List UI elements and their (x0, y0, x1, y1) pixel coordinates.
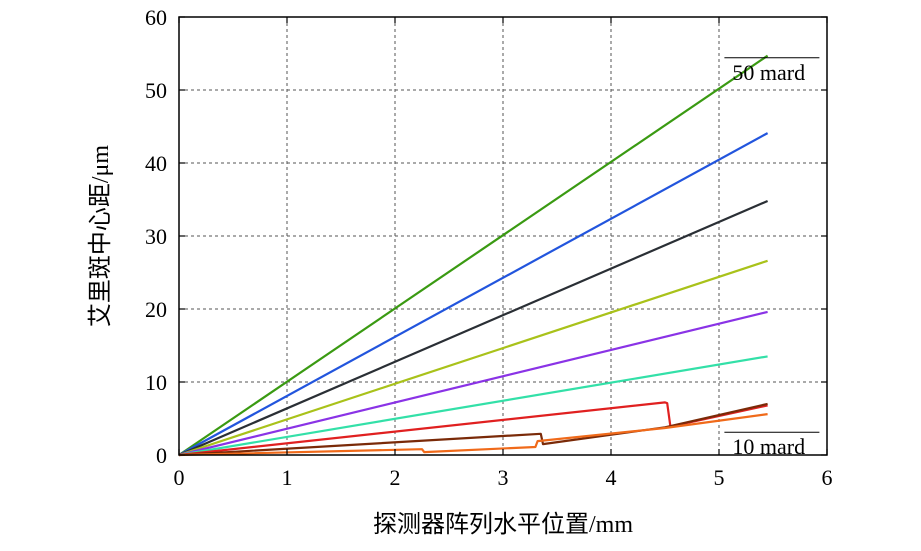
series-line-3 (178, 199, 769, 457)
x-tick-label: 4 (606, 465, 617, 490)
series-line-6 (178, 355, 768, 457)
x-tick-label: 3 (498, 465, 509, 490)
series-line-5 (178, 310, 768, 457)
y-axis-title: 艾里斑中心距/μm (87, 145, 114, 328)
y-tick-label: 50 (145, 78, 167, 103)
y-tick-label: 60 (145, 5, 167, 30)
x-axis-title: 探测器阵列水平位置/mm (373, 511, 633, 538)
series-line-1 (178, 54, 769, 456)
grid (179, 17, 827, 455)
x-tick-label: 2 (390, 465, 401, 490)
y-tick-label: 20 (145, 297, 167, 322)
series-layer (178, 54, 769, 457)
y-tick-label: 40 (145, 151, 167, 176)
series-line-8 (178, 402, 768, 457)
x-tick-label: 6 (822, 465, 833, 490)
series-line-4 (178, 259, 768, 457)
x-tick-label: 0 (174, 465, 185, 490)
x-tick-label: 1 (282, 465, 293, 490)
y-tick-label: 0 (156, 443, 167, 468)
annotation-label-1: 50 mard (732, 60, 805, 85)
series-line-9 (178, 413, 768, 457)
y-tick-label: 30 (145, 224, 167, 249)
x-tick-label: 5 (714, 465, 725, 490)
series-line-7 (178, 401, 768, 457)
y-tick-label: 10 (145, 370, 167, 395)
series-line-2 (178, 132, 769, 456)
